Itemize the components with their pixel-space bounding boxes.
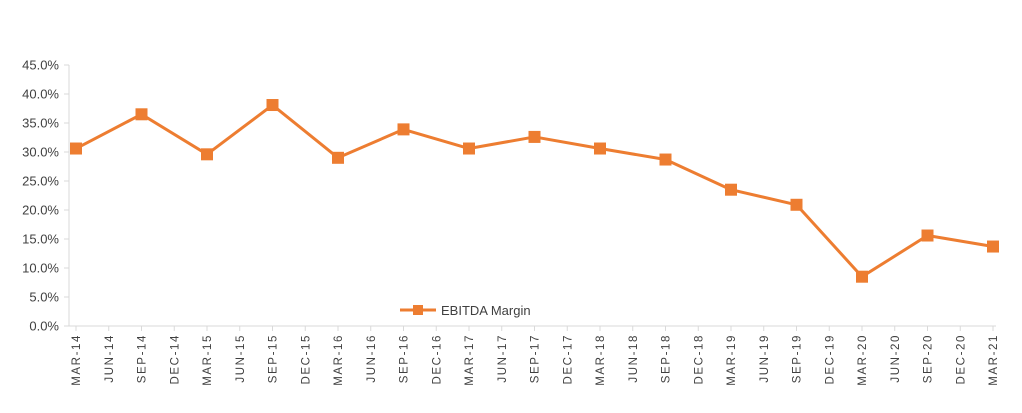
x-tick-label: MAR-17 [464, 334, 476, 386]
x-tick-label: DEC-18 [693, 334, 705, 385]
x-tick-label: SEP-19 [792, 334, 804, 383]
data-point-marker [135, 108, 148, 121]
y-tick-label: 5.0% [29, 290, 59, 305]
x-tick-label: JUN-14 [104, 334, 116, 383]
data-point-marker [397, 123, 410, 136]
x-tick-label: JUN-20 [890, 334, 902, 383]
data-point-marker [594, 142, 606, 155]
x-tick-label: MAR-18 [595, 334, 607, 386]
x-tick-label: MAR-16 [333, 334, 345, 386]
x-tick-label: MAR-21 [988, 334, 1000, 386]
series-ebitda-margin [70, 99, 999, 283]
x-tick-label: MAR-19 [726, 334, 738, 386]
x-tick-label: MAR-14 [71, 334, 83, 386]
y-tick-label: 45.0% [22, 58, 59, 73]
series-line [75, 103, 994, 279]
legend-marker-swatch [413, 305, 423, 315]
data-point-marker [659, 153, 672, 166]
data-point-marker [266, 99, 279, 112]
x-tick-label: DEC-20 [955, 334, 967, 385]
legend: EBITDA Margin [400, 303, 531, 318]
x-axis: MAR-14 JUN-14 SEP-14 DEC-14 MAR-15 JUN-15 SEP-… [69, 325, 1000, 386]
data-point-marker [463, 142, 475, 155]
x-tick-label: DEC-19 [824, 334, 836, 385]
x-tick-label: DEC-15 [300, 334, 312, 385]
x-tick-label: SEP-17 [530, 334, 542, 383]
data-point-marker [201, 148, 213, 161]
legend-label: EBITDA Margin [441, 303, 531, 318]
x-tick-label: JUN-15 [235, 334, 247, 383]
data-point-marker [725, 183, 737, 196]
x-tick-label: MAR-20 [857, 334, 869, 386]
data-point-marker [528, 130, 541, 143]
y-tick-label: 20.0% [22, 203, 59, 218]
data-point-marker [856, 270, 868, 283]
x-tick-label: DEC-14 [169, 334, 181, 385]
y-tick-label: 40.0% [22, 87, 59, 102]
data-point-marker [70, 142, 82, 155]
y-tick-label: 25.0% [22, 174, 59, 189]
x-tick-label: JUN-16 [366, 334, 378, 383]
y-tick-label: 0.0% [29, 319, 59, 334]
data-point-marker [987, 240, 999, 253]
y-tick-label: 30.0% [22, 145, 59, 160]
y-tick-label: 10.0% [22, 261, 59, 276]
x-tick-label: SEP-18 [661, 334, 673, 383]
x-tick-label: SEP-14 [137, 334, 149, 383]
x-tick-label: SEP-16 [399, 334, 411, 383]
x-tick-label: DEC-17 [562, 334, 574, 385]
data-point-marker [921, 229, 934, 242]
x-tick-label: MAR-15 [202, 334, 214, 386]
data-point-marker [790, 198, 803, 211]
x-tick-label: SEP-20 [923, 334, 935, 383]
y-tick-label: 15.0% [22, 232, 59, 247]
x-tick-label: JUN-17 [497, 334, 509, 383]
x-tick-label: JUN-19 [759, 334, 771, 383]
data-point-marker [332, 151, 344, 164]
y-axis: 0.0% 5.0% 10.0% 15.0% 20.0% 25.0% 30.0% 35.0% 40… [22, 58, 70, 334]
x-tick-label: DEC-16 [431, 334, 443, 385]
x-tick-label: JUN-18 [628, 334, 640, 383]
x-tick-label: SEP-15 [268, 334, 280, 383]
y-tick-label: 35.0% [22, 116, 59, 131]
